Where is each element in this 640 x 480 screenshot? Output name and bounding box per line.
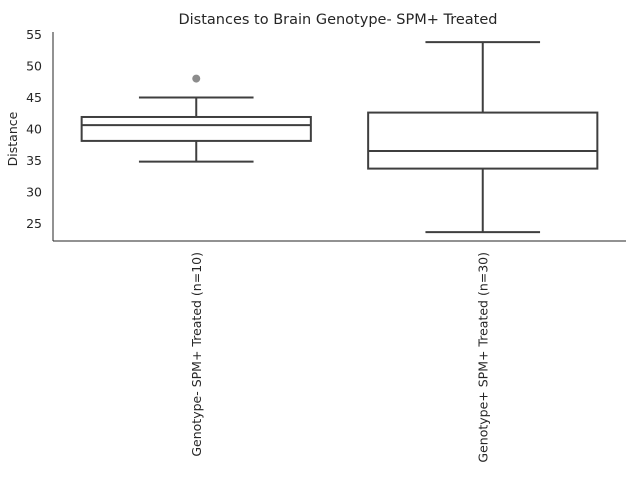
y-tick-label: 40: [26, 121, 42, 136]
box-iqr: [367, 111, 599, 170]
box-iqr: [80, 115, 312, 142]
x-tick-label: Genotype- SPM+ Treated (n=10): [189, 252, 204, 457]
y-tick-label: 35: [26, 153, 42, 168]
box-group: [367, 41, 599, 234]
boxes: [80, 41, 599, 234]
y-tick-label: 50: [26, 58, 42, 73]
y-ticks: 25 30 35 40 45 50 55: [26, 27, 42, 231]
box-group: [80, 74, 312, 163]
y-tick-label: 30: [26, 184, 42, 199]
y-tick-label: 45: [26, 90, 42, 105]
x-ticks: Genotype- SPM+ Treated (n=10) Genotype+ S…: [189, 252, 491, 463]
y-tick-label: 55: [26, 27, 42, 42]
axes: [52, 32, 626, 242]
y-tick-label: 25: [26, 216, 42, 231]
y-axis-label: Distance: [5, 111, 20, 166]
chart-title: Distances to Brain Genotype- SPM+ Treate…: [178, 12, 497, 28]
outlier-point: [192, 74, 201, 83]
x-tick-label: Genotype+ SPM+ Treated (n=30): [475, 252, 490, 463]
